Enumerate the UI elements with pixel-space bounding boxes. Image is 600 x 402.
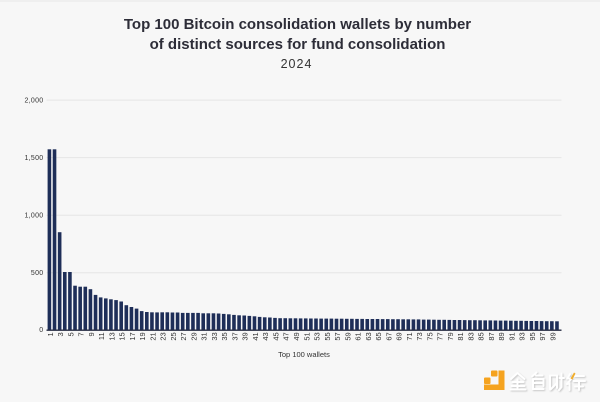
svg-text:75: 75	[425, 332, 434, 340]
svg-text:89: 89	[497, 332, 506, 340]
svg-text:71: 71	[405, 332, 414, 340]
svg-text:45: 45	[271, 332, 280, 340]
svg-text:5: 5	[66, 332, 75, 336]
svg-text:Top 100 wallets: Top 100 wallets	[278, 350, 330, 359]
svg-text:11: 11	[97, 332, 106, 340]
svg-text:3: 3	[56, 332, 65, 336]
svg-text:95: 95	[528, 332, 537, 340]
svg-text:0: 0	[39, 327, 43, 334]
svg-text:500: 500	[31, 270, 44, 277]
svg-text:69: 69	[395, 332, 404, 340]
svg-text:29: 29	[189, 332, 198, 340]
svg-text:99: 99	[548, 332, 557, 340]
svg-text:13: 13	[107, 332, 116, 340]
svg-text:2,000: 2,000	[24, 97, 43, 104]
svg-text:27: 27	[179, 332, 188, 340]
svg-text:55: 55	[323, 332, 332, 340]
svg-text:17: 17	[128, 332, 137, 340]
svg-text:51: 51	[302, 332, 311, 340]
svg-text:91: 91	[507, 332, 516, 340]
svg-text:41: 41	[251, 332, 260, 340]
svg-text:49: 49	[292, 332, 301, 340]
svg-text:1,000: 1,000	[24, 213, 43, 220]
svg-text:77: 77	[436, 332, 445, 340]
svg-text:93: 93	[518, 332, 527, 340]
svg-text:37: 37	[230, 332, 239, 340]
svg-text:1,500: 1,500	[24, 155, 43, 162]
svg-text:43: 43	[261, 332, 270, 340]
svg-text:73: 73	[415, 332, 424, 340]
svg-text:35: 35	[220, 332, 229, 340]
svg-text:61: 61	[354, 332, 363, 340]
svg-text:83: 83	[466, 332, 475, 340]
svg-text:67: 67	[384, 332, 393, 340]
svg-text:57: 57	[333, 332, 342, 340]
svg-text:21: 21	[148, 332, 157, 340]
svg-text:19: 19	[138, 332, 147, 340]
svg-text:25: 25	[169, 332, 178, 340]
svg-text:7: 7	[77, 332, 86, 336]
svg-text:31: 31	[200, 332, 209, 340]
svg-text:85: 85	[477, 332, 486, 340]
svg-text:59: 59	[343, 332, 352, 340]
svg-text:15: 15	[118, 332, 127, 340]
svg-text:23: 23	[159, 332, 168, 340]
svg-text:1: 1	[46, 332, 55, 336]
svg-text:65: 65	[374, 332, 383, 340]
svg-text:81: 81	[456, 332, 465, 340]
svg-text:87: 87	[487, 332, 496, 340]
svg-text:9: 9	[87, 332, 96, 336]
svg-text:63: 63	[364, 332, 373, 340]
svg-text:33: 33	[210, 332, 219, 340]
svg-text:53: 53	[313, 332, 322, 340]
svg-text:97: 97	[538, 332, 547, 340]
svg-text:79: 79	[446, 332, 455, 340]
svg-text:47: 47	[282, 332, 291, 340]
svg-text:39: 39	[241, 332, 250, 340]
